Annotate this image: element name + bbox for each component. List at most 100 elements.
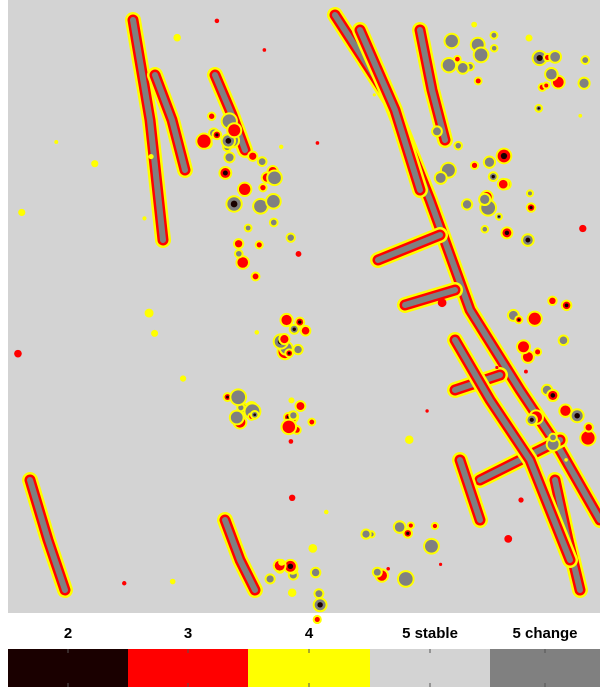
- blob: [142, 216, 146, 220]
- blob: [409, 523, 413, 527]
- blob: [260, 185, 265, 190]
- blob: [529, 313, 541, 325]
- blob: [564, 458, 568, 462]
- blob: [148, 154, 153, 159]
- legend-label: 5 change: [512, 625, 577, 642]
- blob: [294, 346, 301, 353]
- blob: [246, 226, 251, 231]
- blob: [209, 114, 214, 119]
- blob: [463, 200, 471, 208]
- blob: [518, 341, 529, 352]
- blob: [151, 330, 158, 337]
- blob: [312, 569, 319, 576]
- blob: [283, 421, 296, 434]
- blob: [271, 220, 277, 226]
- blob: [504, 535, 512, 543]
- blob: [455, 143, 461, 149]
- blob: [253, 413, 256, 416]
- blob: [386, 567, 390, 571]
- blob: [574, 413, 580, 419]
- blob: [406, 532, 409, 535]
- blob: [546, 69, 557, 80]
- blob: [475, 48, 488, 61]
- blob: [180, 375, 186, 381]
- blob: [255, 330, 259, 334]
- blob: [249, 153, 256, 160]
- blob: [254, 200, 267, 213]
- blob: [525, 238, 530, 243]
- blob: [438, 298, 447, 307]
- legend-swatch: [490, 649, 600, 687]
- blob: [581, 431, 594, 444]
- blob: [526, 35, 533, 42]
- blob: [14, 350, 22, 358]
- blob: [239, 184, 250, 195]
- blob: [302, 327, 310, 335]
- blob: [267, 575, 274, 582]
- blob: [279, 145, 283, 149]
- blob: [445, 35, 457, 47]
- blob: [374, 569, 381, 576]
- blob: [231, 390, 245, 404]
- blob: [405, 436, 413, 444]
- blob: [278, 559, 285, 566]
- blob: [170, 579, 176, 585]
- blob: [425, 409, 428, 412]
- blob: [480, 195, 489, 204]
- blob: [226, 396, 229, 399]
- blob: [495, 366, 498, 369]
- blob: [544, 83, 548, 87]
- blob: [231, 201, 238, 208]
- legend-label: 2: [64, 625, 72, 642]
- blob: [443, 59, 455, 71]
- blob: [231, 412, 243, 424]
- legend-label: 3: [184, 625, 192, 642]
- blob: [518, 318, 521, 321]
- blob: [551, 393, 556, 398]
- blob: [315, 617, 320, 622]
- blob: [280, 335, 288, 343]
- blob: [259, 158, 266, 165]
- blob: [288, 234, 294, 240]
- blob: [399, 572, 413, 586]
- blob: [235, 240, 242, 247]
- blob: [425, 540, 438, 553]
- legend-swatch: [370, 649, 490, 687]
- blob: [237, 257, 248, 268]
- blob: [362, 530, 369, 537]
- blob: [535, 349, 540, 354]
- blob: [317, 602, 322, 607]
- blob: [315, 590, 322, 597]
- blob: [228, 124, 240, 136]
- legend-label: 4: [305, 625, 314, 642]
- blob: [296, 402, 304, 410]
- blob: [549, 298, 555, 304]
- blob: [253, 274, 259, 280]
- blob: [538, 107, 540, 109]
- blob: [309, 420, 314, 425]
- legend-swatch: [8, 649, 128, 687]
- blob: [582, 57, 588, 63]
- blob: [91, 160, 98, 167]
- blob: [579, 225, 586, 232]
- blob: [308, 544, 317, 553]
- blob: [530, 418, 534, 422]
- blob: [455, 57, 460, 62]
- blob: [501, 153, 507, 159]
- blob: [257, 242, 262, 247]
- blob: [471, 22, 477, 28]
- blob: [316, 141, 320, 145]
- blob: [472, 163, 477, 168]
- blob: [173, 34, 181, 42]
- blob: [145, 309, 154, 318]
- blob: [579, 79, 588, 88]
- blob: [292, 327, 295, 330]
- blob: [373, 93, 376, 96]
- blob: [197, 135, 210, 148]
- blob: [267, 195, 280, 208]
- blob: [485, 158, 494, 167]
- blob: [499, 180, 508, 189]
- blob: [288, 564, 293, 569]
- blob: [550, 52, 560, 62]
